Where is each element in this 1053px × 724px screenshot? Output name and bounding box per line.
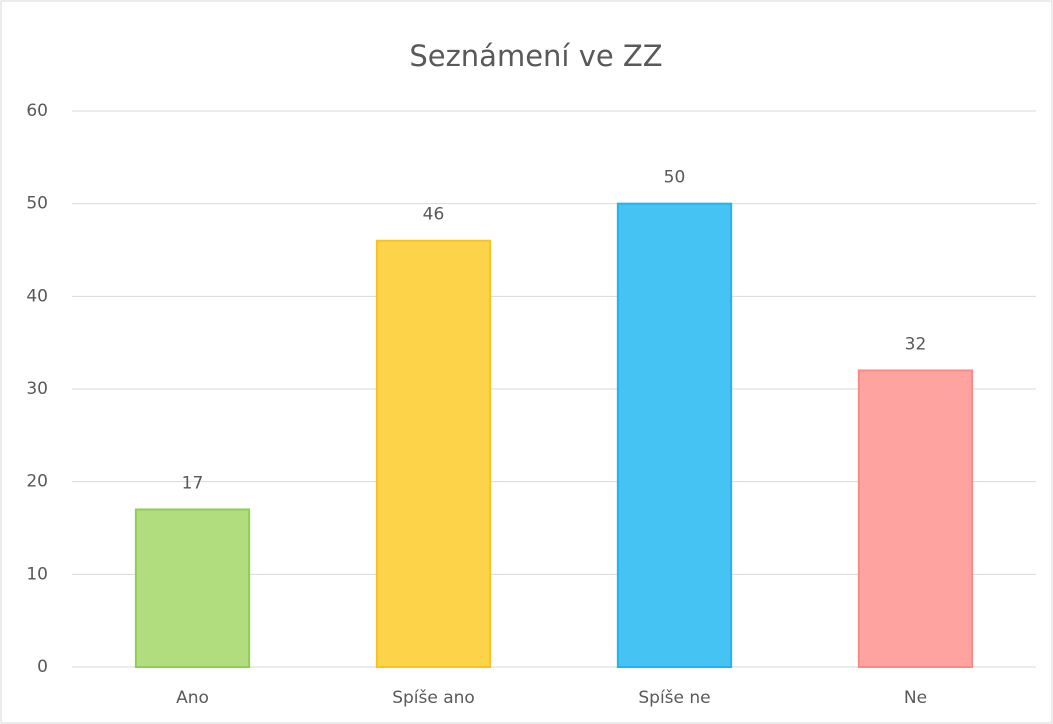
y-tick-label: 0 — [37, 657, 48, 677]
bar — [857, 369, 974, 668]
x-tick-label: Spíše ano — [392, 688, 475, 708]
data-label: 50 — [664, 168, 686, 188]
bar — [375, 239, 492, 668]
y-tick-label: 10 — [26, 564, 48, 584]
data-label: 17 — [182, 473, 204, 493]
y-tick-label: 20 — [26, 472, 48, 492]
y-tick-label: 60 — [26, 101, 48, 121]
y-tick-label: 40 — [26, 286, 48, 306]
data-label: 46 — [423, 205, 445, 225]
x-tick-label: Spíše ne — [638, 688, 710, 708]
chart-title: Seznámení ve ZZ — [409, 39, 662, 73]
x-tick-label: Ne — [904, 688, 927, 708]
x-tick-label: Ano — [176, 688, 209, 708]
y-tick-label: 50 — [26, 194, 48, 214]
bar — [134, 508, 251, 669]
data-label: 32 — [905, 334, 927, 354]
bar — [616, 202, 733, 669]
y-tick-label: 30 — [26, 379, 48, 399]
